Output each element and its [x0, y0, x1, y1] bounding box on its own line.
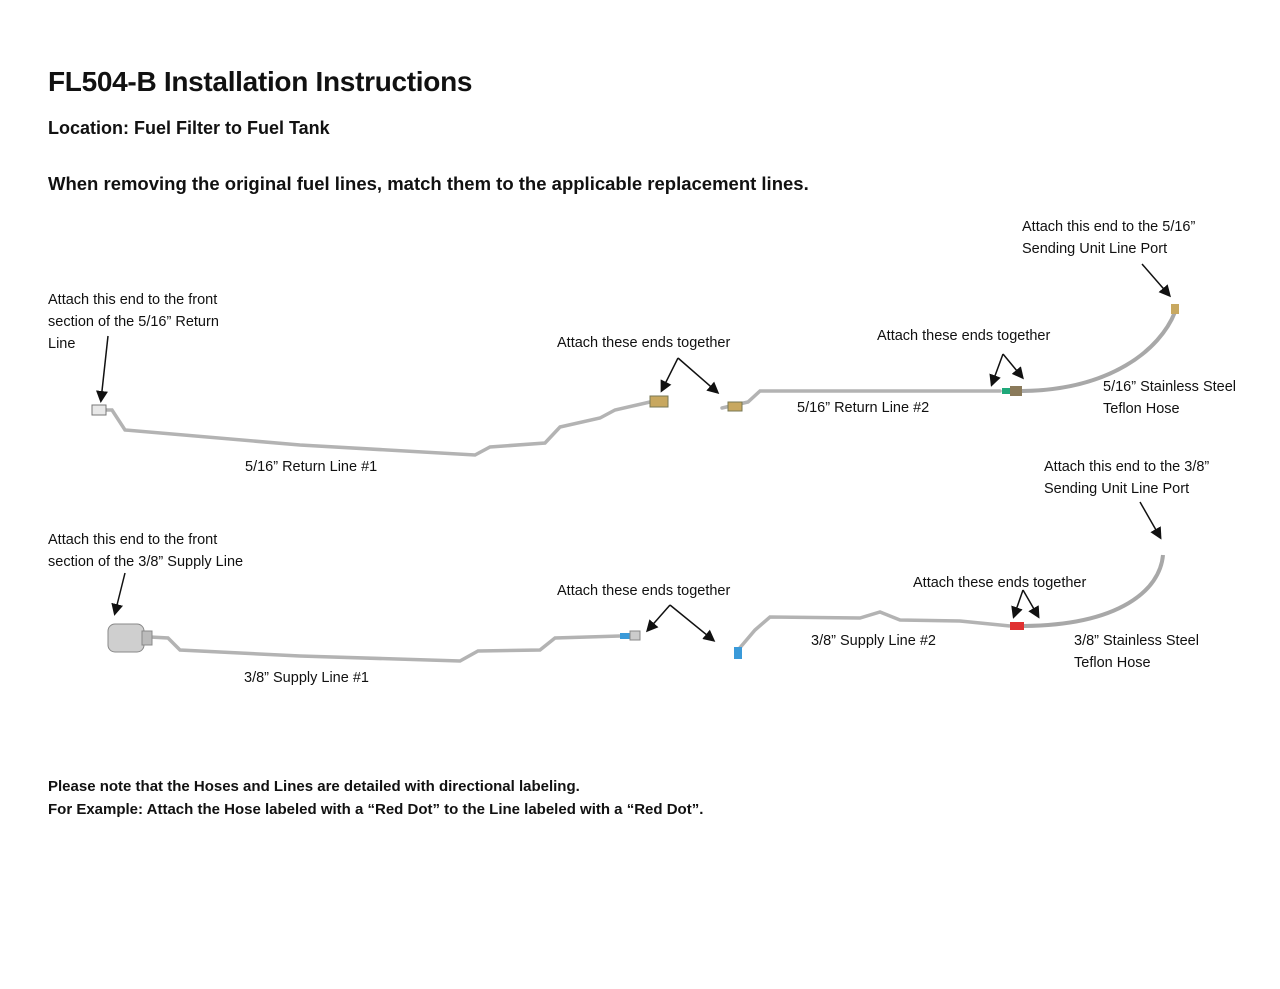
- supply-line-2-front-fitting: [734, 647, 742, 659]
- callout-line: Attach this end to the 5/16”: [1022, 219, 1196, 235]
- callout-line: Sending Unit Line Port: [1044, 481, 1190, 497]
- location-subtitle: Location: Fuel Filter to Fuel Tank: [48, 118, 330, 138]
- supply-join-callout-1: Attach these ends together: [557, 583, 731, 599]
- return-line-1-rear-fitting: [649, 395, 669, 408]
- instruction-heading: When removing the original fuel lines, m…: [48, 173, 809, 194]
- supply-red-marker: [1010, 622, 1024, 630]
- return-line-2-front-fitting: [727, 401, 743, 412]
- return-join-callout-1: Attach these ends together: [557, 335, 731, 351]
- return-front-callout: Attach this end to the front section of …: [48, 289, 219, 355]
- callout-line: Sending Unit Line Port: [1022, 241, 1168, 257]
- supply-line-2: [736, 610, 1011, 652]
- return-line-1-label: 5/16” Return Line #1: [245, 459, 378, 475]
- callout-line: section of the 3/8” Supply Line: [48, 554, 244, 570]
- note-line-2: For Example: Attach the Hose labeled wit…: [48, 801, 704, 818]
- supply-line-2-label: 3/8” Supply Line #2: [811, 633, 936, 649]
- callout-line: Attach this end to the 3/8”: [1044, 459, 1210, 475]
- hose-label-line: Teflon Hose: [1103, 401, 1180, 417]
- callout-arrows: [96, 263, 1171, 642]
- supply-line-1-rear-fitting: [629, 630, 641, 641]
- return-join-callout-2: Attach these ends together: [877, 328, 1051, 344]
- supply-front-callout: Attach this end to the front section of …: [48, 529, 243, 573]
- return-hose-fitting: [1010, 386, 1022, 396]
- callout-line: section of the 5/16” Return: [48, 314, 219, 330]
- return-line-2-label: 5/16” Return Line #2: [797, 400, 930, 416]
- return-line-1-front-fitting: [91, 404, 107, 416]
- supply-line-1-label: 3/8” Supply Line #1: [244, 670, 369, 686]
- hose-label-line: Teflon Hose: [1074, 655, 1151, 671]
- supply-port-callout: Attach this end to the 3/8” Sending Unit…: [1044, 456, 1209, 500]
- supply-join-callout-2: Attach these ends together: [913, 575, 1087, 591]
- return-hose-label: 5/16” Stainless Steel Teflon Hose: [1103, 376, 1236, 420]
- return-hose-port-fitting: [1171, 304, 1179, 314]
- callout-line: Attach this end to the front: [48, 292, 218, 308]
- note-line-1: Please note that the Hoses and Lines are…: [48, 778, 580, 795]
- supply-blue-marker: [620, 633, 630, 639]
- return-line-1: [93, 400, 652, 457]
- return-green-marker: [1002, 388, 1010, 394]
- hose-label-line: 5/16” Stainless Steel: [1103, 379, 1236, 395]
- return-port-callout: Attach this end to the 5/16” Sending Uni…: [1022, 216, 1195, 260]
- page-title: FL504-B Installation Instructions: [48, 66, 473, 97]
- callout-line: Attach this end to the front: [48, 532, 218, 548]
- return-teflon-hose: [1021, 311, 1177, 393]
- hose-label-line: 3/8” Stainless Steel: [1074, 633, 1199, 649]
- supply-teflon-hose: [1023, 554, 1165, 628]
- supply-filter-canister: [107, 623, 153, 653]
- supply-hose-label: 3/8” Stainless Steel Teflon Hose: [1074, 630, 1199, 674]
- supply-line-1: [149, 634, 621, 663]
- callout-line: Line: [48, 336, 76, 352]
